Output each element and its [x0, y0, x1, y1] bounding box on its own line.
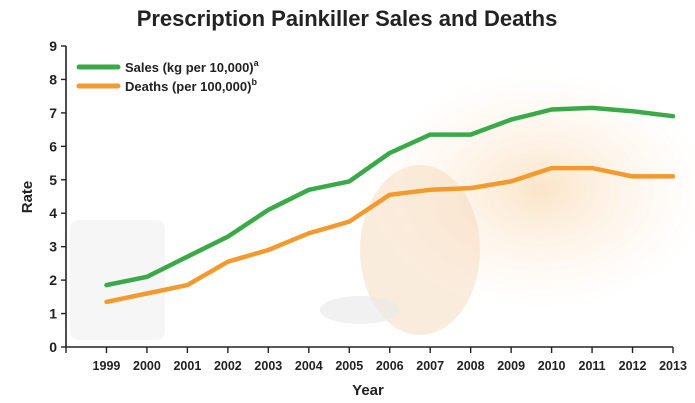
y-tick-label: 0 — [49, 339, 57, 355]
x-tick-label: 2012 — [619, 359, 647, 373]
y-tick-label: 7 — [49, 105, 57, 121]
background-photo — [70, 70, 695, 340]
axes — [65, 46, 673, 348]
x-tick-label: 2000 — [133, 359, 161, 373]
y-tick-label: 6 — [49, 138, 57, 154]
x-tick-label: 1999 — [93, 359, 121, 373]
x-tick-label: 2001 — [173, 359, 201, 373]
legend: Sales (kg per 10,000)a Deaths (per 100,00… — [76, 58, 260, 94]
x-tick-label: 2003 — [254, 359, 282, 373]
x-tick-label: 2006 — [376, 359, 404, 373]
x-axis-label: Year — [352, 382, 384, 399]
x-axis-ticks: 1999 2000 2001 2002 2003 2004 2005 2006 2007 2008… — [65, 347, 687, 373]
series-lines — [104, 105, 676, 305]
y-tick-label: 1 — [49, 306, 57, 322]
x-tick-label: 2007 — [416, 359, 444, 373]
legend-label: Deaths (per 100,000)b — [125, 77, 257, 94]
x-tick-label: 2005 — [335, 359, 363, 373]
y-axis-ticks: 0 1 2 3 4 5 6 7 8 9 — [49, 38, 66, 355]
y-tick-label: 2 — [49, 272, 57, 288]
x-tick-label: 2002 — [214, 359, 242, 373]
y-tick-label: 9 — [49, 38, 57, 54]
y-axis-label: Rate — [19, 181, 36, 214]
x-tick-label: 2011 — [579, 359, 606, 373]
chart-title: Prescription Painkiller Sales and Deaths — [137, 6, 558, 31]
series-line-deaths — [104, 165, 676, 305]
legend-superscript: b — [251, 77, 257, 87]
x-tick-label: 2004 — [295, 359, 323, 373]
legend-superscript: a — [254, 58, 260, 68]
y-tick-label: 3 — [49, 239, 57, 255]
legend-label: Sales (kg per 10,000)a — [125, 58, 260, 75]
y-tick-label: 4 — [49, 205, 57, 221]
y-tick-label: 5 — [49, 172, 57, 188]
x-tick-label: 2008 — [457, 359, 485, 373]
y-tick-label: 8 — [49, 71, 57, 87]
x-tick-label: 2013 — [659, 359, 687, 373]
x-tick-label: 2009 — [497, 359, 525, 373]
series-line-sales — [104, 105, 676, 288]
x-tick-label: 2010 — [538, 359, 566, 373]
